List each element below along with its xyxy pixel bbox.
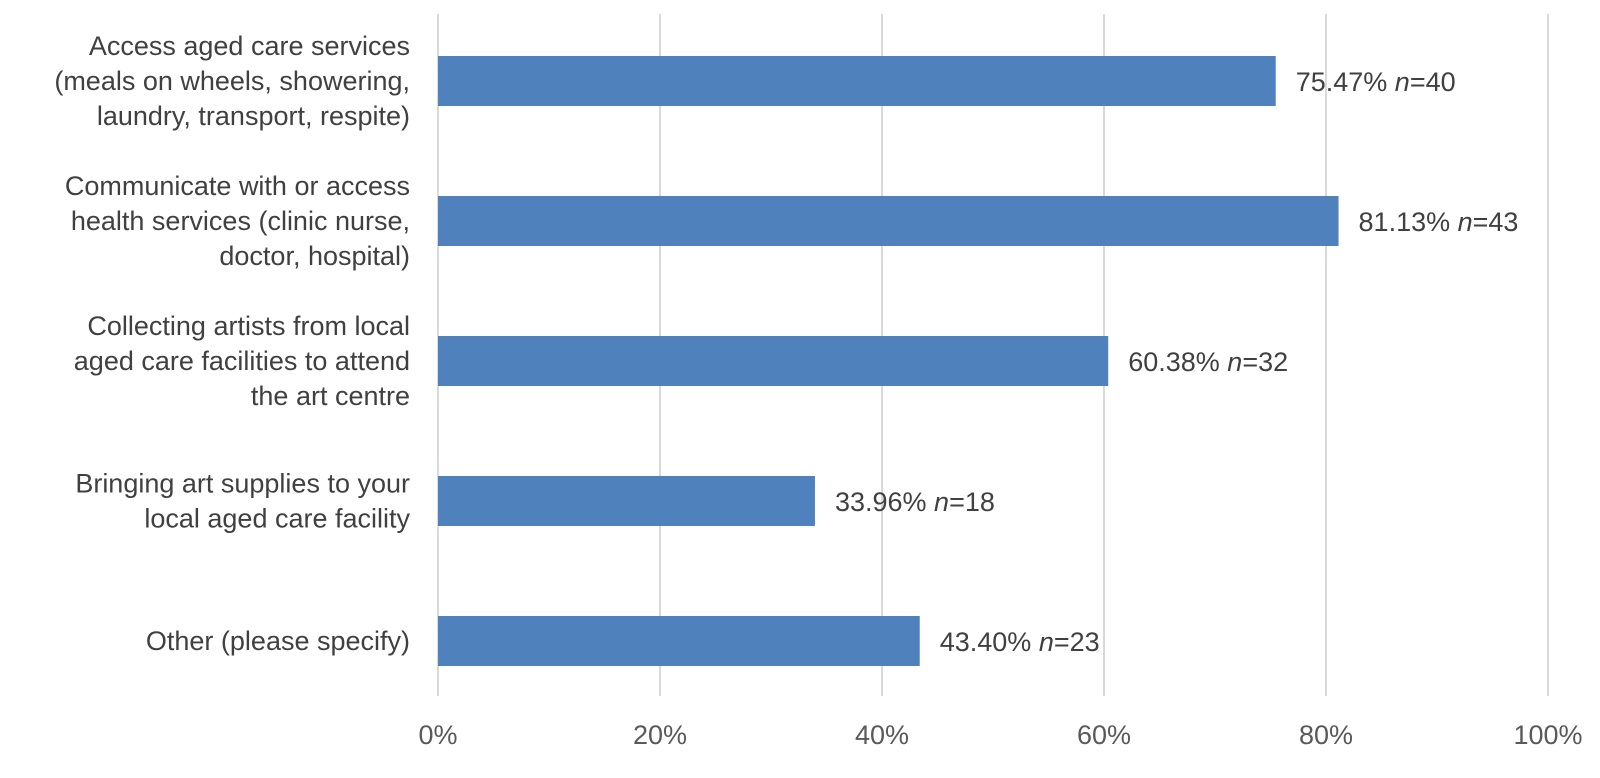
- x-tick-label: 100%: [1513, 720, 1582, 750]
- category-label: Other (please specify): [146, 626, 410, 656]
- category-label: Communicate with or access health service…: [65, 171, 410, 271]
- category-label: Access aged care services (meals on wheel…: [54, 31, 410, 131]
- data-label-percent: 43.40%: [940, 627, 1039, 657]
- data-label-n: n: [1458, 207, 1473, 237]
- category-label-line: doctor, hospital): [219, 241, 410, 271]
- category-label-line: laundry, transport, respite): [97, 101, 410, 131]
- category-label-line: the art centre: [251, 381, 410, 411]
- data-label-percent: 33.96%: [835, 487, 934, 517]
- category-label-line: Communicate with or access: [65, 171, 410, 201]
- category-label-line: local aged care facility: [144, 504, 410, 534]
- data-label-count: =43: [1473, 207, 1519, 237]
- category-label: Collecting artists from local aged care f…: [74, 311, 410, 411]
- category-label-line: Bringing art supplies to your: [75, 469, 410, 499]
- x-tick-label: 60%: [1077, 720, 1131, 750]
- data-label-n: n: [1227, 347, 1242, 377]
- x-tick-label: 0%: [418, 720, 457, 750]
- data-label-percent: 81.13%: [1359, 207, 1458, 237]
- data-label-count: =18: [949, 487, 995, 517]
- category-label-line: Other (please specify): [146, 626, 410, 656]
- data-label: 75.47% n=40: [1296, 67, 1456, 97]
- bar-0: [438, 56, 1276, 106]
- x-tick-label: 40%: [855, 720, 909, 750]
- data-label-n: n: [1039, 627, 1054, 657]
- data-label-count: =40: [1410, 67, 1456, 97]
- x-tick-label: 20%: [633, 720, 687, 750]
- data-label: 43.40% n=23: [940, 627, 1100, 657]
- data-label: 33.96% n=18: [835, 487, 995, 517]
- category-label: Bringing art supplies to your local aged …: [75, 469, 410, 534]
- category-label-line: Access aged care services: [89, 31, 410, 61]
- data-label-percent: 75.47%: [1296, 67, 1395, 97]
- category-label-line: aged care facilities to attend: [74, 346, 410, 376]
- data-label: 81.13% n=43: [1359, 207, 1519, 237]
- data-label-n: n: [934, 487, 949, 517]
- bar-3: [438, 476, 815, 526]
- category-label-line: health services (clinic nurse,: [71, 206, 410, 236]
- bar-4: [438, 616, 920, 666]
- data-label-count: =23: [1054, 627, 1100, 657]
- data-label: 60.38% n=32: [1128, 347, 1288, 377]
- category-label-line: Collecting artists from local: [87, 311, 410, 341]
- x-tick-label: 80%: [1299, 720, 1353, 750]
- data-label-percent: 60.38%: [1128, 347, 1227, 377]
- category-label-line: (meals on wheels, showering,: [54, 66, 410, 96]
- bar-2: [438, 336, 1109, 386]
- bar-1: [438, 196, 1339, 246]
- data-label-count: =32: [1242, 347, 1288, 377]
- data-label-n: n: [1395, 67, 1410, 97]
